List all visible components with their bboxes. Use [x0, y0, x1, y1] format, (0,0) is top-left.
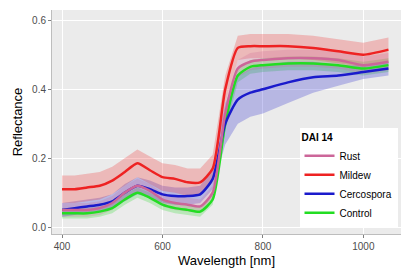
svg-text:1000: 1000 [352, 241, 375, 252]
svg-text:0.0: 0.0 [32, 222, 46, 233]
svg-text:DAI 14: DAI 14 [302, 132, 334, 143]
svg-text:0.6: 0.6 [32, 15, 46, 26]
svg-text:Wavelength [nm]: Wavelength [nm] [178, 253, 275, 268]
svg-text:400: 400 [54, 241, 71, 252]
svg-text:0.4: 0.4 [32, 84, 46, 95]
svg-text:Reflectance: Reflectance [10, 88, 25, 157]
svg-text:0.2: 0.2 [32, 153, 46, 164]
svg-text:Mildew: Mildew [340, 170, 372, 181]
svg-text:Control: Control [340, 208, 372, 219]
svg-text:800: 800 [255, 241, 272, 252]
svg-text:600: 600 [154, 241, 171, 252]
svg-text:Rust: Rust [340, 151, 361, 162]
svg-text:Cercospora: Cercospora [340, 189, 392, 200]
